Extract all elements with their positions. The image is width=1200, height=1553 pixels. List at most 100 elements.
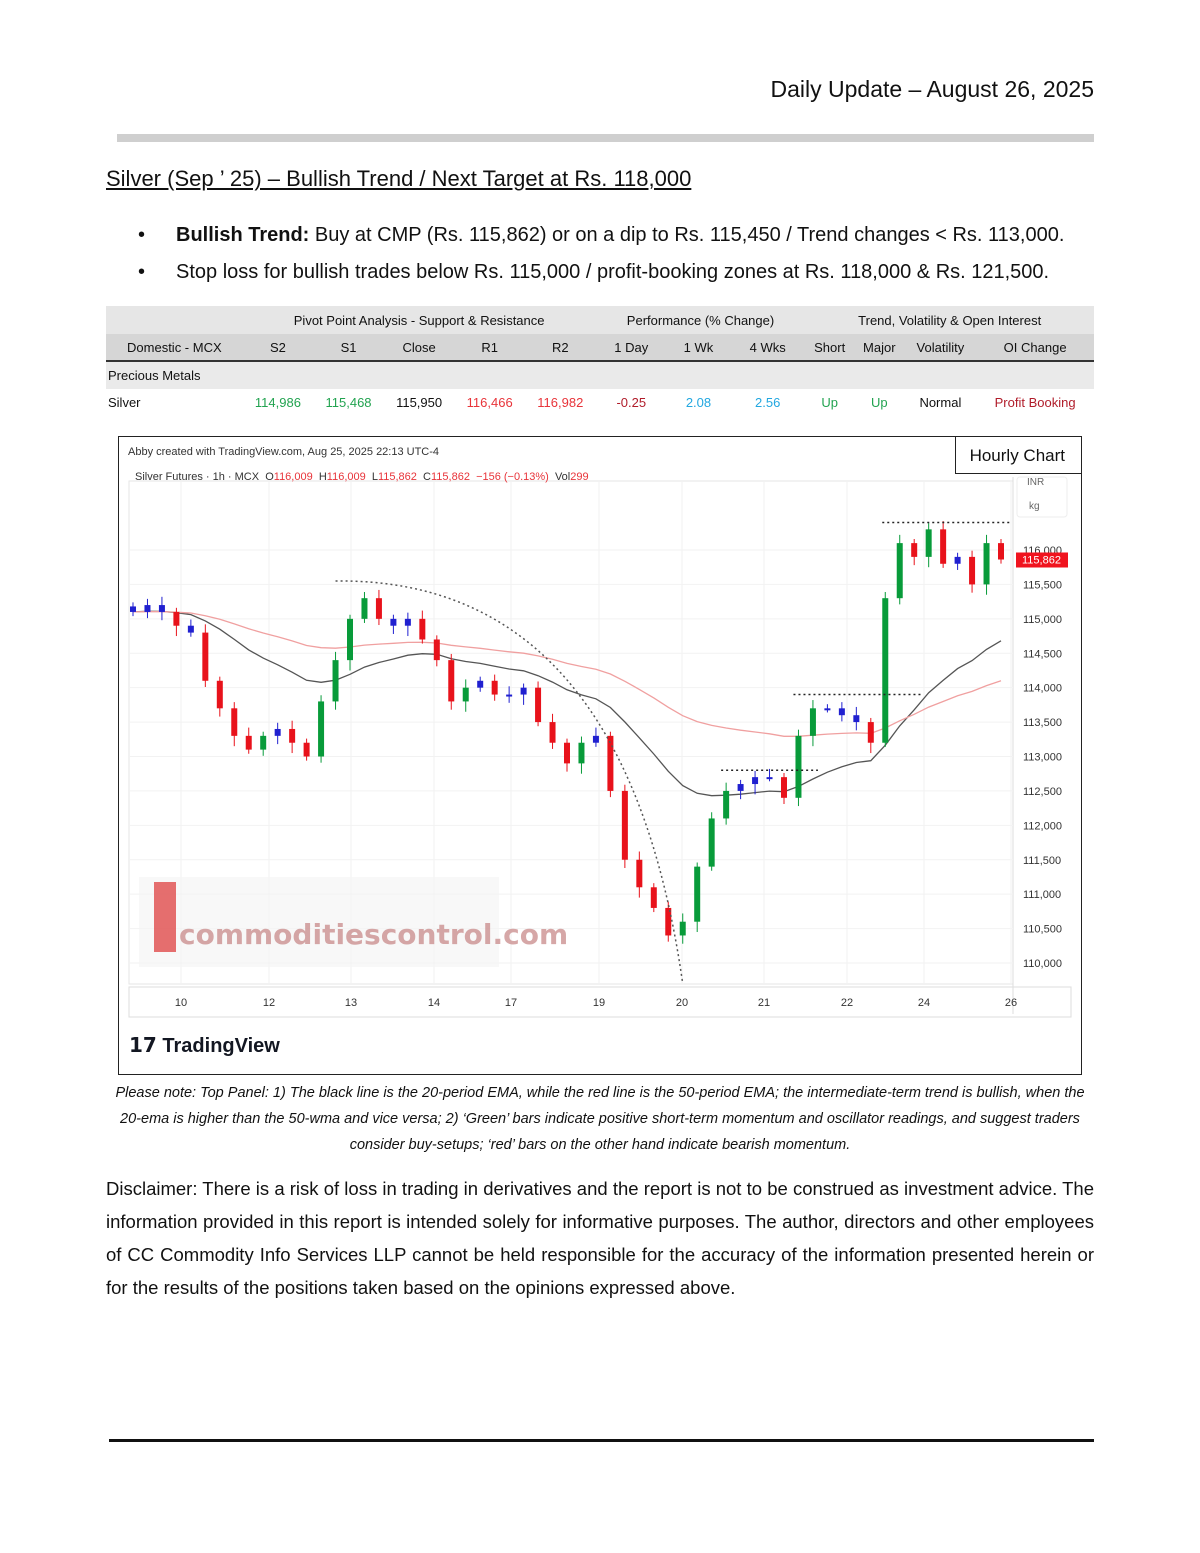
candle (882, 598, 889, 743)
trend-arc (335, 580, 684, 984)
chart-credit: Abby created with TradingView.com, Aug 2… (128, 446, 440, 458)
table-row: Silver 114,986 115,468 115,950 116,466 116,98… (106, 389, 1094, 416)
candle (592, 735, 599, 743)
high-value: 116,009 (326, 471, 366, 483)
close-value: 115,862 (430, 471, 470, 483)
column-header: Short (805, 334, 854, 362)
table-cell: Up (870, 395, 888, 410)
candle (650, 887, 657, 908)
symbol-label: Silver Futures · 1h · MCX (135, 471, 260, 483)
column-header: Major (853, 334, 905, 362)
ema-20-line (132, 610, 1002, 797)
candle (838, 708, 845, 716)
candle (940, 529, 947, 564)
y-tick-label: 114,000 (1023, 683, 1062, 695)
x-tick-label: 13 (345, 997, 357, 1009)
table-cell: 115,950 (396, 395, 443, 410)
y-tick-label: 111,500 (1023, 855, 1061, 867)
y-tick-label: 113,500 (1023, 717, 1062, 729)
candle (231, 708, 238, 736)
unit-weight: kg (1029, 501, 1040, 512)
section-label: Precious Metals (106, 361, 1094, 389)
candle (954, 556, 961, 564)
candle (795, 735, 802, 798)
candle (274, 728, 281, 736)
disclaimer: Disclaimer: There is a risk of loss in t… (106, 1178, 1094, 1298)
table-cell: 115,468 (325, 395, 372, 410)
candle (158, 605, 165, 612)
x-tick-label: 14 (428, 997, 440, 1009)
candle (535, 687, 542, 723)
candle (144, 605, 151, 612)
section-row: Precious Metals (106, 361, 1094, 389)
candle (433, 639, 440, 661)
y-tick-label: 111,000 (1023, 889, 1061, 901)
candle (347, 618, 353, 661)
candle (911, 543, 918, 557)
x-tick-label: 20 (676, 997, 688, 1009)
bullet-label: Bullish Trend: (176, 224, 310, 246)
candle (998, 543, 1004, 560)
candle (781, 777, 787, 798)
column-header: OI Change (976, 334, 1094, 362)
y-tick-label: 110,000 (1023, 958, 1062, 970)
x-tick-label: 26 (1005, 997, 1017, 1009)
candle (245, 735, 252, 750)
candle (752, 777, 759, 785)
open-value: 116,009 (273, 471, 313, 483)
candle (578, 742, 585, 764)
y-tick-label: 112,000 (1023, 820, 1062, 832)
candlestick-chart: 110,000 110,500 111,000 111,500 112,000 112,5… (128, 476, 1072, 1018)
candle (390, 618, 397, 626)
candle (853, 715, 860, 723)
candle (491, 680, 498, 695)
candle (766, 777, 773, 780)
report-title: Silver (Sep ’ 25) – Bullish Trend / Next… (106, 166, 692, 191)
candle (824, 708, 831, 711)
candle (867, 722, 874, 743)
column-header: S2 (242, 334, 314, 362)
candle (462, 687, 469, 702)
table-cell: Silver (108, 395, 141, 410)
candle (925, 529, 932, 557)
x-tick-label: 17 (505, 997, 517, 1009)
column-header: S1 (313, 334, 384, 362)
candle (318, 701, 325, 757)
candle (564, 742, 570, 764)
y-tick-label: 110,500 (1023, 924, 1062, 936)
footer-divider (109, 1439, 1094, 1442)
candle (723, 790, 730, 819)
table-cell: 2.08 (685, 395, 712, 410)
x-tick-label: 10 (175, 997, 187, 1009)
candle (173, 611, 180, 626)
candle (983, 543, 990, 585)
column-header-row: Domestic - MCX S2 S1 Close R1 R2 1 Day 1 Wk 4 Wk… (106, 334, 1094, 362)
x-tick-label: 24 (918, 997, 930, 1009)
header-divider (117, 134, 1094, 142)
candle (694, 866, 701, 922)
candle (708, 818, 715, 867)
candle (679, 921, 686, 936)
unit-box (1016, 476, 1068, 518)
candle (636, 859, 643, 888)
bullet-text: Buy at CMP (Rs. 115,862) or on a dip to … (309, 224, 1065, 246)
table-cell: 116,982 (537, 395, 584, 410)
watermark-text: commoditiescontrol.com (179, 918, 568, 951)
candle (202, 632, 209, 681)
ema-50-line (132, 611, 1002, 737)
candle (549, 722, 556, 743)
chart-legend: Silver Futures · 1h · MCX O116,009 H116,… (135, 471, 589, 483)
y-tick-label: 113,000 (1023, 752, 1062, 764)
candle (303, 742, 310, 757)
column-header: R2 (524, 334, 596, 362)
candle (216, 680, 223, 709)
candle (477, 680, 484, 688)
y-tick-label: 112,500 (1023, 786, 1062, 798)
candle (607, 735, 614, 791)
column-header: Domestic - MCX (106, 334, 243, 362)
last-price-label: 115,862 (1022, 554, 1061, 566)
candle (896, 543, 903, 599)
report-date: Daily Update – August 26, 2025 (770, 76, 1094, 102)
watermark-bg (139, 877, 499, 967)
bullet-trend: Bullish Trend: Buy at CMP (Rs. 115,862) … (138, 218, 1064, 255)
